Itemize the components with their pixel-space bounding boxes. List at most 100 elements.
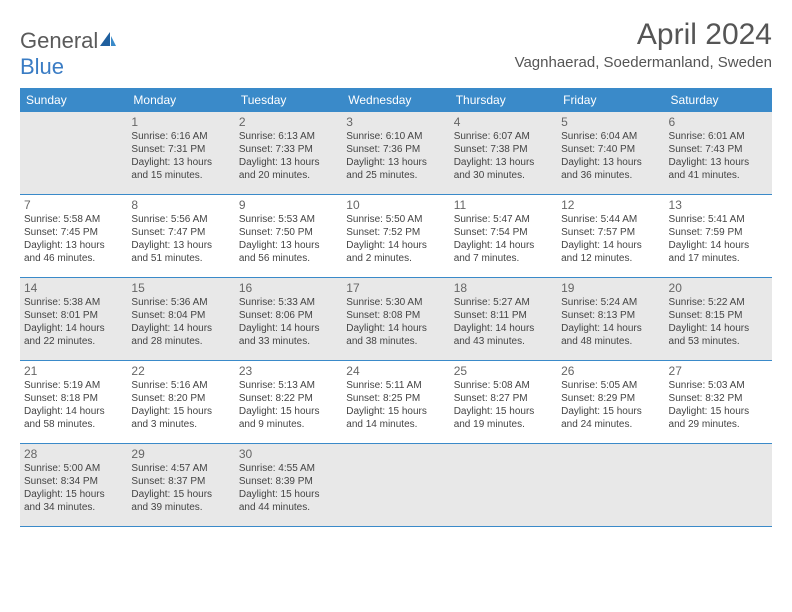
weekday-cell: Saturday — [665, 88, 772, 112]
day-cell: 12Sunrise: 5:44 AMSunset: 7:57 PMDayligh… — [557, 195, 664, 277]
sunrise-line: Sunrise: 6:01 AM — [669, 130, 768, 143]
day-number: 18 — [454, 281, 553, 295]
daylight-line: Daylight: 15 hours and 44 minutes. — [239, 488, 338, 514]
sunset-line: Sunset: 8:34 PM — [24, 475, 123, 488]
daylight-line: Daylight: 14 hours and 7 minutes. — [454, 239, 553, 265]
day-cell: 14Sunrise: 5:38 AMSunset: 8:01 PMDayligh… — [20, 278, 127, 360]
sunset-line: Sunset: 8:32 PM — [669, 392, 768, 405]
daylight-line: Daylight: 14 hours and 38 minutes. — [346, 322, 445, 348]
daylight-line: Daylight: 15 hours and 34 minutes. — [24, 488, 123, 514]
sunset-line: Sunset: 7:45 PM — [24, 226, 123, 239]
sunset-line: Sunset: 7:59 PM — [669, 226, 768, 239]
sunset-line: Sunset: 8:27 PM — [454, 392, 553, 405]
day-number: 5 — [561, 115, 660, 129]
sunrise-line: Sunrise: 5:58 AM — [24, 213, 123, 226]
day-cell: 28Sunrise: 5:00 AMSunset: 8:34 PMDayligh… — [20, 444, 127, 526]
day-cell: 30Sunrise: 4:55 AMSunset: 8:39 PMDayligh… — [235, 444, 342, 526]
day-number: 17 — [346, 281, 445, 295]
sunrise-line: Sunrise: 6:13 AM — [239, 130, 338, 143]
sunrise-line: Sunrise: 6:04 AM — [561, 130, 660, 143]
sunset-line: Sunset: 7:31 PM — [131, 143, 230, 156]
location: Vagnhaerad, Soedermanland, Sweden — [515, 54, 772, 71]
sunset-line: Sunset: 8:08 PM — [346, 309, 445, 322]
week-row: 28Sunrise: 5:00 AMSunset: 8:34 PMDayligh… — [20, 444, 772, 527]
sunrise-line: Sunrise: 5:47 AM — [454, 213, 553, 226]
weekday-cell: Friday — [557, 88, 664, 112]
weekday-cell: Thursday — [450, 88, 557, 112]
day-number: 20 — [669, 281, 768, 295]
logo-part1: General — [20, 28, 98, 53]
sunrise-line: Sunrise: 5:50 AM — [346, 213, 445, 226]
daylight-line: Daylight: 13 hours and 56 minutes. — [239, 239, 338, 265]
daylight-line: Daylight: 15 hours and 39 minutes. — [131, 488, 230, 514]
daylight-line: Daylight: 15 hours and 19 minutes. — [454, 405, 553, 431]
day-number: 28 — [24, 447, 123, 461]
sunrise-line: Sunrise: 4:57 AM — [131, 462, 230, 475]
day-cell: 23Sunrise: 5:13 AMSunset: 8:22 PMDayligh… — [235, 361, 342, 443]
sunrise-line: Sunrise: 6:07 AM — [454, 130, 553, 143]
daylight-line: Daylight: 14 hours and 22 minutes. — [24, 322, 123, 348]
daylight-line: Daylight: 15 hours and 29 minutes. — [669, 405, 768, 431]
daylight-line: Daylight: 13 hours and 25 minutes. — [346, 156, 445, 182]
calendar: SundayMondayTuesdayWednesdayThursdayFrid… — [20, 88, 772, 527]
sunset-line: Sunset: 8:37 PM — [131, 475, 230, 488]
sunset-line: Sunset: 7:52 PM — [346, 226, 445, 239]
day-cell: 7Sunrise: 5:58 AMSunset: 7:45 PMDaylight… — [20, 195, 127, 277]
sunrise-line: Sunrise: 5:19 AM — [24, 379, 123, 392]
sunrise-line: Sunrise: 5:53 AM — [239, 213, 338, 226]
daylight-line: Daylight: 14 hours and 58 minutes. — [24, 405, 123, 431]
day-cell — [665, 444, 772, 526]
day-number: 21 — [24, 364, 123, 378]
daylight-line: Daylight: 13 hours and 15 minutes. — [131, 156, 230, 182]
day-number: 30 — [239, 447, 338, 461]
daylight-line: Daylight: 14 hours and 12 minutes. — [561, 239, 660, 265]
day-cell: 25Sunrise: 5:08 AMSunset: 8:27 PMDayligh… — [450, 361, 557, 443]
daylight-line: Daylight: 14 hours and 28 minutes. — [131, 322, 230, 348]
sunrise-line: Sunrise: 5:22 AM — [669, 296, 768, 309]
day-cell: 6Sunrise: 6:01 AMSunset: 7:43 PMDaylight… — [665, 112, 772, 194]
day-number: 4 — [454, 115, 553, 129]
day-cell: 20Sunrise: 5:22 AMSunset: 8:15 PMDayligh… — [665, 278, 772, 360]
day-number: 6 — [669, 115, 768, 129]
logo: GeneralBlue — [20, 28, 118, 80]
daylight-line: Daylight: 15 hours and 14 minutes. — [346, 405, 445, 431]
day-number: 10 — [346, 198, 445, 212]
day-cell: 22Sunrise: 5:16 AMSunset: 8:20 PMDayligh… — [127, 361, 234, 443]
sunset-line: Sunset: 8:11 PM — [454, 309, 553, 322]
weekday-cell: Tuesday — [235, 88, 342, 112]
sunset-line: Sunset: 7:40 PM — [561, 143, 660, 156]
sunrise-line: Sunrise: 5:27 AM — [454, 296, 553, 309]
week-row: 21Sunrise: 5:19 AMSunset: 8:18 PMDayligh… — [20, 361, 772, 444]
header: GeneralBlue April 2024 Vagnhaerad, Soede… — [20, 18, 772, 80]
sunrise-line: Sunrise: 5:24 AM — [561, 296, 660, 309]
sunrise-line: Sunrise: 6:16 AM — [131, 130, 230, 143]
sunrise-line: Sunrise: 4:55 AM — [239, 462, 338, 475]
sunset-line: Sunset: 7:57 PM — [561, 226, 660, 239]
day-number: 15 — [131, 281, 230, 295]
sunset-line: Sunset: 8:15 PM — [669, 309, 768, 322]
day-cell: 18Sunrise: 5:27 AMSunset: 8:11 PMDayligh… — [450, 278, 557, 360]
daylight-line: Daylight: 15 hours and 9 minutes. — [239, 405, 338, 431]
day-cell: 17Sunrise: 5:30 AMSunset: 8:08 PMDayligh… — [342, 278, 449, 360]
sunrise-line: Sunrise: 5:03 AM — [669, 379, 768, 392]
sunset-line: Sunset: 8:18 PM — [24, 392, 123, 405]
day-cell: 3Sunrise: 6:10 AMSunset: 7:36 PMDaylight… — [342, 112, 449, 194]
sunrise-line: Sunrise: 5:00 AM — [24, 462, 123, 475]
daylight-line: Daylight: 13 hours and 36 minutes. — [561, 156, 660, 182]
day-number: 27 — [669, 364, 768, 378]
sunrise-line: Sunrise: 5:16 AM — [131, 379, 230, 392]
day-number: 16 — [239, 281, 338, 295]
week-row: 14Sunrise: 5:38 AMSunset: 8:01 PMDayligh… — [20, 278, 772, 361]
day-cell — [20, 112, 127, 194]
day-number: 22 — [131, 364, 230, 378]
day-cell: 21Sunrise: 5:19 AMSunset: 8:18 PMDayligh… — [20, 361, 127, 443]
sunrise-line: Sunrise: 5:56 AM — [131, 213, 230, 226]
sunset-line: Sunset: 8:22 PM — [239, 392, 338, 405]
sunset-line: Sunset: 8:13 PM — [561, 309, 660, 322]
day-cell: 13Sunrise: 5:41 AMSunset: 7:59 PMDayligh… — [665, 195, 772, 277]
day-cell: 26Sunrise: 5:05 AMSunset: 8:29 PMDayligh… — [557, 361, 664, 443]
sunrise-line: Sunrise: 6:10 AM — [346, 130, 445, 143]
sunrise-line: Sunrise: 5:38 AM — [24, 296, 123, 309]
daylight-line: Daylight: 14 hours and 48 minutes. — [561, 322, 660, 348]
day-cell: 27Sunrise: 5:03 AMSunset: 8:32 PMDayligh… — [665, 361, 772, 443]
